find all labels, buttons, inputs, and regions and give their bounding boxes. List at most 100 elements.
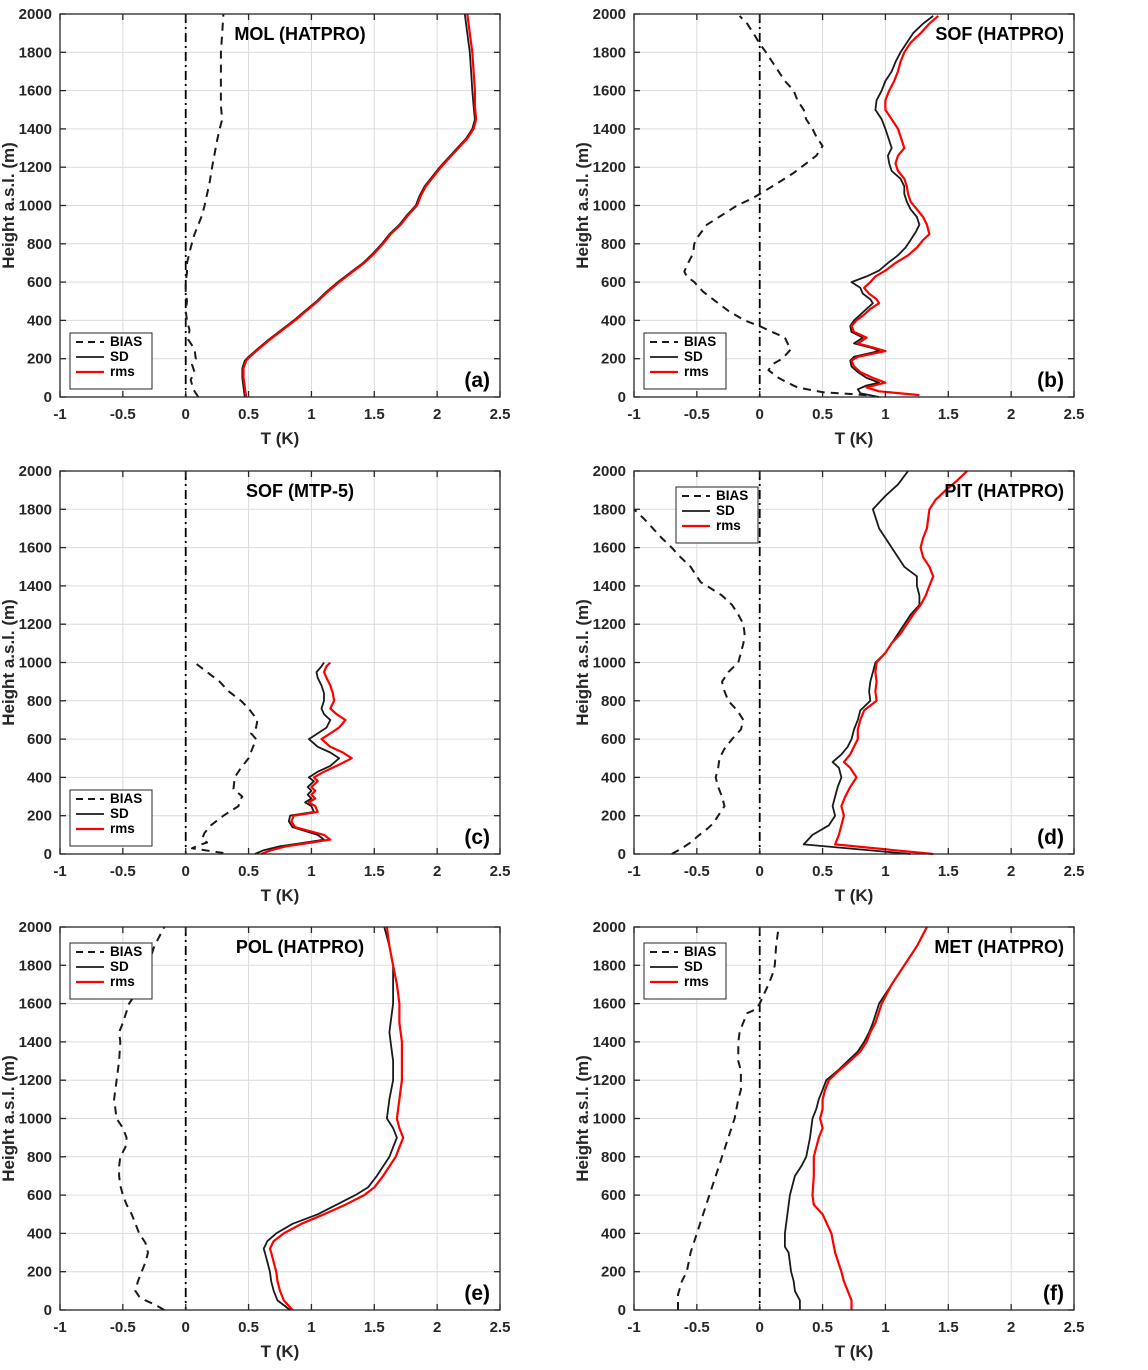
x-tick-label: 0: [756, 1319, 764, 1336]
x-tick-label: 1.5: [364, 863, 385, 880]
y-axis-label: Height a.s.l. (m): [0, 142, 18, 269]
y-tick-label: 1200: [593, 616, 626, 633]
y-tick-label: 0: [44, 846, 52, 863]
x-axis-label: T (K): [835, 429, 874, 448]
y-tick-label: 2000: [19, 6, 52, 23]
bias-line: [633, 508, 746, 855]
panel-title: SOF (HATPRO): [935, 24, 1064, 44]
panel-c: -1 -0.5 0 0.5 1 1.5 2 2.5 0 200 400 600 800 1000 1200 1…: [0, 457, 574, 913]
y-tick-label: 1000: [19, 655, 52, 672]
panel-a: -1 -0.5 0 0.5 1 1.5 2 2.5 0 200 400 600 800 1000 1200 1…: [0, 0, 574, 457]
chart-panel-e: -1 -0.5 0 0.5 1 1.5 2 2.5 0 200 400 600 800 1000 1200 1…: [0, 919, 510, 1361]
legend-label-bias: BIAS: [716, 488, 748, 503]
legend-label-sd: SD: [684, 349, 703, 364]
x-tick-label: 0: [756, 863, 764, 880]
legend-box: [69, 942, 153, 1000]
y-tick-label: 1800: [19, 957, 52, 974]
y-tick-label: 1200: [19, 1072, 52, 1089]
y-tick-label: 400: [27, 312, 52, 329]
y-tick-label: 1400: [593, 1034, 626, 1051]
y-tick-label: 1200: [19, 159, 52, 176]
y-tick-label: 1400: [593, 578, 626, 595]
y-tick-label: 1400: [19, 1034, 52, 1051]
y-tick-label: 1400: [593, 121, 626, 138]
y-axis-label: Height a.s.l. (m): [0, 599, 18, 726]
legend-label-sd: SD: [684, 959, 703, 974]
chart-panel-a: -1 -0.5 0 0.5 1 1.5 2 2.5 0 200 400 600 800 1000 1200 1…: [0, 6, 510, 448]
x-tick-label: 1: [307, 406, 315, 423]
x-tick-label: 1.5: [364, 1319, 385, 1336]
y-tick-label: 0: [618, 846, 626, 863]
rms-line: [268, 926, 405, 1311]
panel-e: -1 -0.5 0 0.5 1 1.5 2 2.5 0 200 400 600 800 1000 1200 1…: [0, 913, 574, 1370]
y-tick-label: 800: [601, 236, 626, 253]
x-tick-label: 0: [182, 863, 190, 880]
legend-box: [643, 332, 727, 390]
chart-panel-c: -1 -0.5 0 0.5 1 1.5 2 2.5 0 200 400 600 800 1000 1200 1…: [0, 463, 510, 905]
x-tick-label: 0: [182, 406, 190, 423]
legend-box: [69, 789, 153, 847]
y-tick-label: 2000: [19, 919, 52, 936]
panel-title: MET (HATPRO): [934, 937, 1064, 957]
sd-line: [262, 926, 398, 1311]
sd-line: [254, 662, 341, 855]
x-tick-label: 1: [881, 406, 889, 423]
y-tick-label: 1800: [593, 957, 626, 974]
x-tick-label: 1: [307, 863, 315, 880]
legend-box: [69, 332, 153, 390]
x-tick-label: 2: [1007, 1319, 1015, 1336]
x-axis-label: T (K): [835, 1342, 874, 1361]
x-tick-label: 2.5: [1064, 406, 1085, 423]
y-tick-label: 1600: [593, 996, 626, 1013]
y-tick-label: 0: [44, 389, 52, 406]
y-tick-label: 1000: [593, 655, 626, 672]
y-tick-label: 600: [27, 731, 52, 748]
y-tick-label: 200: [27, 351, 52, 368]
y-tick-label: 200: [27, 808, 52, 825]
rms-line: [834, 470, 968, 856]
legend-label-bias: BIAS: [110, 944, 142, 959]
y-tick-label: 600: [27, 1187, 52, 1204]
legend-label-rms: rms: [110, 364, 135, 379]
y-tick-label: 1000: [593, 198, 626, 215]
y-tick-label: 400: [601, 1225, 626, 1242]
x-tick-label: 1: [881, 1319, 889, 1336]
x-tick-label: 1.5: [938, 863, 959, 880]
y-tick-label: 1600: [19, 996, 52, 1013]
legend-box: [675, 486, 759, 544]
y-tick-label: 1800: [19, 501, 52, 518]
legend-label-bias: BIAS: [110, 791, 142, 806]
x-tick-label: -1: [627, 1319, 640, 1336]
x-tick-label: 0.5: [812, 1319, 833, 1336]
y-tick-label: 400: [27, 1225, 52, 1242]
legend-label-sd: SD: [110, 806, 129, 821]
rms-line: [260, 661, 353, 856]
legend-label-bias: BIAS: [110, 334, 142, 349]
bias-line: [683, 15, 867, 397]
x-tick-label: 2: [1007, 406, 1015, 423]
x-tick-label: -1: [627, 863, 640, 880]
legend-label-bias: BIAS: [684, 944, 716, 959]
y-tick-label: 1600: [593, 540, 626, 557]
panel-d: -1 -0.5 0 0.5 1 1.5 2 2.5 0 200 400 600 800 1000 1200 1…: [574, 457, 1148, 913]
x-tick-label: 1: [881, 863, 889, 880]
y-tick-label: 1200: [19, 616, 52, 633]
y-tick-label: 800: [27, 1149, 52, 1166]
y-tick-label: 400: [601, 312, 626, 329]
x-tick-label: -0.5: [684, 406, 710, 423]
y-tick-label: 0: [618, 389, 626, 406]
x-tick-label: 0.5: [238, 1319, 259, 1336]
panel-letter-label: (f): [1043, 1282, 1064, 1305]
y-axis-label: Height a.s.l. (m): [0, 1055, 18, 1182]
chart-panel-b: -1 -0.5 0 0.5 1 1.5 2 2.5 0 200 400 600 800 1000 1200 1…: [574, 6, 1085, 448]
y-tick-label: 1000: [593, 1111, 626, 1128]
x-tick-label: 1.5: [938, 406, 959, 423]
y-tick-label: 1800: [593, 501, 626, 518]
x-tick-label: 2: [433, 406, 441, 423]
legend-label-rms: rms: [684, 974, 709, 989]
legend-label-bias: BIAS: [684, 334, 716, 349]
